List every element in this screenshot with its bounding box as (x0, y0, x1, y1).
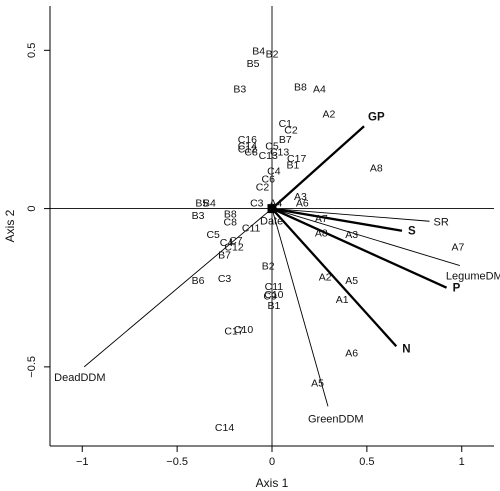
x-tick-label: −0.5 (166, 456, 188, 468)
point-label: A7 (452, 242, 465, 254)
vector-label-s: S (408, 226, 416, 238)
point-label: B8 (224, 208, 237, 220)
point-label: A6 (345, 348, 358, 360)
point-label: C8 (224, 216, 238, 228)
point-label: A5 (311, 378, 324, 390)
point-label: C10 (234, 324, 253, 336)
point-label: B1 (286, 159, 299, 171)
y-tick-label: 0 (26, 206, 38, 212)
point-label: A4 (313, 83, 326, 95)
point-label: B4 (252, 45, 265, 57)
point-label: C5 (265, 140, 279, 152)
point-label: C11 (242, 223, 261, 235)
point-label: A5 (345, 275, 358, 287)
point-label: C11 (265, 281, 284, 293)
point-label: B3 (192, 210, 205, 222)
vector-greenddm (271, 208, 329, 407)
point-label: B2 (266, 48, 279, 60)
point-label: B3 (233, 83, 246, 95)
point-label: C10 (264, 289, 283, 301)
vector-label-legumedm: LegumeDM (446, 271, 500, 283)
point-label: C6 (261, 174, 275, 186)
point-label: C17 (224, 325, 243, 337)
vector-label-date: Date (260, 216, 283, 228)
point-label: C17 (287, 153, 306, 165)
origin-marker (267, 204, 277, 214)
y-tick-label: 0.5 (26, 43, 38, 58)
point-label: C14 (238, 140, 257, 152)
point-label: C14 (215, 422, 234, 434)
vector-label-p: P (453, 283, 461, 295)
point-label: B5 (195, 197, 208, 209)
point-label: A6 (296, 197, 309, 209)
y-axis-title: Axis 2 (3, 209, 17, 242)
vector-n (271, 207, 398, 348)
x-tick-label: 0.5 (359, 456, 374, 468)
point-label: C7 (229, 235, 243, 247)
vector-legumedm (271, 208, 460, 266)
vector-gp (271, 125, 365, 210)
point-label: C1 (279, 118, 293, 130)
point-label: B1 (267, 300, 280, 312)
vector-label-sr: SR (433, 216, 448, 228)
point-label: A7 (315, 213, 328, 225)
point-label: B8 (294, 82, 307, 94)
vector-label-greenddm: GreenDDM (308, 413, 364, 425)
point-label: C12 (238, 143, 257, 155)
point-label: C13 (259, 150, 278, 162)
x-axis-title: Axis 1 (256, 476, 289, 490)
point-label: C2 (256, 181, 270, 193)
point-label: B2 (262, 261, 275, 273)
point-label: A1 (336, 294, 349, 306)
vector-p (271, 207, 448, 289)
vector-label-n: N (402, 343, 410, 355)
point-label: C5 (206, 229, 220, 241)
point-label: B5 (247, 58, 260, 70)
x-tick-label: 0 (269, 456, 275, 468)
vector-label-deadddm: DeadDDM (54, 372, 105, 384)
x-tick-label: 1 (459, 456, 465, 468)
point-label: B7 (218, 249, 231, 261)
vector-sr (271, 208, 430, 222)
point-label: C8 (244, 147, 258, 159)
point-label: C4 (220, 237, 234, 249)
axis-ticks: −1 −0.5 0 0.5 1 −0.5 0 0.5 (26, 43, 465, 468)
point-label: B4 (203, 197, 216, 209)
point-label: C9 (263, 291, 277, 303)
y-tick-label: −0.5 (26, 356, 38, 378)
point-label: C12 (224, 242, 243, 254)
point-label: B7 (279, 134, 292, 146)
point-label: A8 (315, 227, 328, 239)
point-label: A2 (319, 272, 332, 284)
point-label: C3 (250, 197, 264, 209)
point-label: A8 (370, 162, 383, 174)
point-label: A3 (294, 191, 307, 203)
vector-s (271, 207, 403, 232)
point-label: B6 (192, 275, 205, 287)
x-tick-label: −1 (76, 456, 89, 468)
vector-arrows: GP S P N SR LegumeDM GreenDDM DeadDDM Date (54, 111, 500, 425)
vector-label-gp: GP (368, 111, 385, 123)
point-label: C13 (270, 147, 289, 159)
point-label: C4 (267, 166, 281, 178)
point-label: A2 (323, 109, 336, 121)
point-label: A4 (269, 197, 282, 209)
point-label: A3 (345, 229, 358, 241)
point-label: C3 (218, 273, 232, 285)
point-label: C2 (284, 124, 298, 136)
vector-deadddm (83, 208, 273, 368)
point-label: C16 (238, 134, 257, 146)
